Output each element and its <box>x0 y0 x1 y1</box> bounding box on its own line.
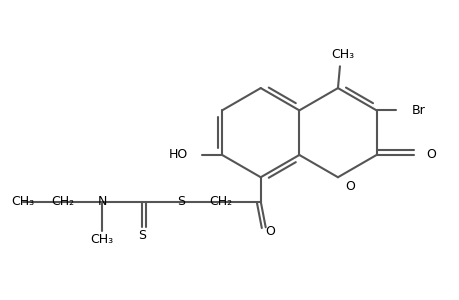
Text: N: N <box>97 195 106 208</box>
Text: O: O <box>344 180 354 193</box>
Text: CH₃: CH₃ <box>90 233 113 246</box>
Text: Br: Br <box>411 104 425 117</box>
Text: HO: HO <box>169 148 188 161</box>
Text: CH₃: CH₃ <box>330 48 354 61</box>
Text: S: S <box>138 229 146 242</box>
Text: O: O <box>425 148 435 161</box>
Text: O: O <box>265 225 275 238</box>
Text: CH₂: CH₂ <box>209 195 232 208</box>
Text: S: S <box>177 195 185 208</box>
Text: CH₂: CH₂ <box>51 195 74 208</box>
Text: CH₃: CH₃ <box>11 195 34 208</box>
